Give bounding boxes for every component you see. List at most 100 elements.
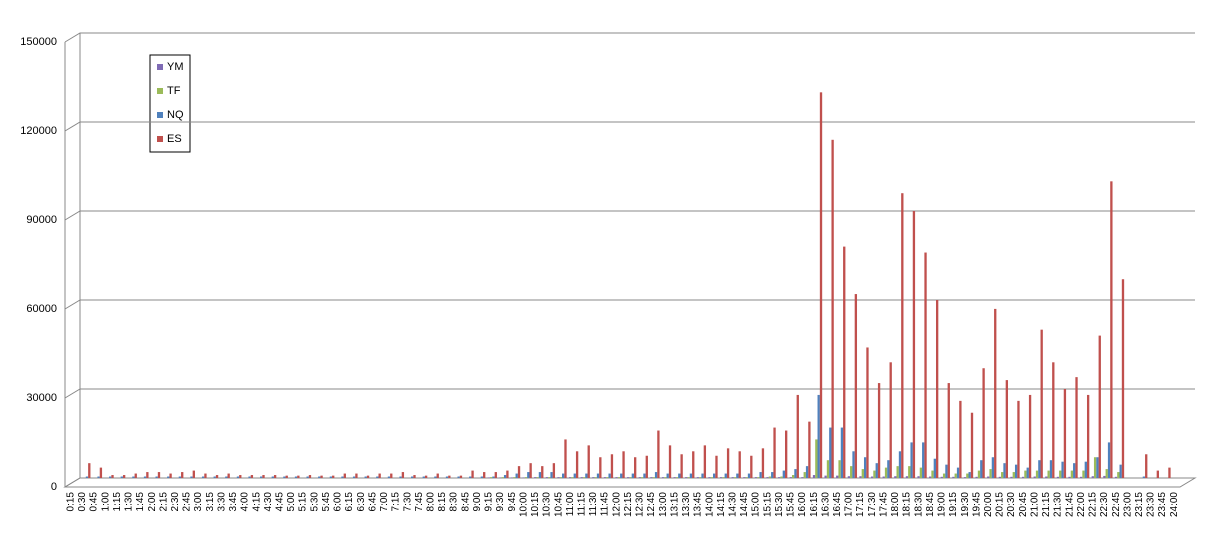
bar (341, 476, 344, 478)
x-tick-label: 22:15 (1088, 492, 1099, 517)
bar (875, 463, 878, 478)
x-tick-label: 19:00 (937, 492, 948, 517)
bar (510, 477, 514, 478)
bar (638, 477, 641, 478)
bar (534, 477, 537, 478)
bar (1001, 472, 1004, 478)
bar (499, 477, 502, 478)
x-tick-label: 20:00 (983, 492, 994, 517)
bar (945, 464, 948, 478)
x-tick-label: 9:30 (495, 492, 506, 512)
x-tick-label: 14:15 (716, 492, 727, 517)
bar (905, 476, 909, 478)
bar (494, 472, 497, 478)
bar (815, 439, 818, 478)
bar (1075, 377, 1078, 478)
bar (708, 477, 711, 478)
x-tick-label: 7:45 (414, 492, 425, 512)
bar (1005, 380, 1009, 478)
x-tick-label: 5:45 (321, 492, 332, 512)
bar (933, 458, 936, 478)
x-tick-label: 15:45 (786, 492, 797, 517)
bar (678, 473, 681, 478)
bar (908, 466, 911, 478)
bar (378, 473, 381, 478)
bar (548, 477, 551, 478)
x-tick-label: 4:00 (240, 492, 251, 512)
bar (998, 476, 1002, 478)
bar (657, 430, 660, 478)
x-tick-label: 10:00 (518, 492, 529, 517)
bar (1091, 476, 1094, 478)
bar (692, 451, 695, 478)
x-tick-label: 12:15 (623, 492, 634, 517)
x-tick-label: 16:30 (820, 492, 831, 517)
bar (710, 477, 713, 478)
bar (582, 477, 586, 478)
grid-line (64, 210, 1195, 221)
bar (768, 476, 772, 478)
bar (1026, 467, 1029, 478)
bar (1086, 394, 1090, 478)
bar (620, 473, 623, 478)
bar (536, 477, 539, 478)
x-tick-label: 1:15 (112, 492, 123, 512)
bar (489, 477, 493, 478)
bar (935, 300, 939, 478)
bar (480, 476, 484, 478)
x-tick-label: 11:15 (576, 492, 587, 517)
bar (870, 476, 874, 478)
bar (527, 472, 530, 478)
bar (664, 477, 667, 478)
bar (726, 448, 730, 478)
bar (931, 470, 934, 478)
bar (204, 473, 207, 478)
bar (550, 472, 553, 478)
x-tick-label: 17:15 (855, 492, 866, 517)
bar (940, 476, 943, 478)
bar (689, 473, 693, 478)
bar (980, 460, 983, 478)
x-tick-label: 3:15 (205, 492, 216, 512)
bar (661, 477, 665, 478)
bar (654, 472, 658, 478)
x-tick-label: 1:00 (100, 492, 111, 512)
x-tick-label: 3:30 (216, 492, 227, 512)
bar (376, 476, 379, 478)
bar (627, 477, 630, 478)
bar (882, 476, 885, 478)
bar (181, 472, 184, 478)
bar (622, 451, 625, 478)
bar (963, 477, 967, 478)
bar (838, 460, 841, 478)
legend: YM TF NQ ES (149, 54, 191, 153)
bar (355, 473, 358, 478)
x-tick-label: 6:15 (344, 492, 355, 512)
bar (847, 476, 851, 478)
bar (861, 469, 864, 478)
x-tick-label: 13:45 (693, 492, 704, 517)
bar (1017, 400, 1020, 478)
x-tick-label: 18:00 (890, 492, 901, 517)
x-tick-label: 22:45 (1111, 492, 1122, 517)
bar (615, 477, 618, 478)
y-tick-label: 90000 (26, 214, 57, 226)
bar (390, 473, 393, 478)
bar (250, 475, 254, 478)
bar (652, 477, 655, 478)
bar (743, 477, 746, 478)
bar (483, 472, 486, 478)
bar (283, 476, 286, 478)
bar (975, 476, 978, 478)
bar (1096, 457, 1099, 478)
bar (843, 246, 846, 478)
bar (459, 475, 463, 478)
bar (942, 473, 946, 478)
x-tick-label: 3:00 (193, 492, 204, 512)
bar (640, 477, 644, 478)
bar (146, 472, 149, 478)
bar (271, 476, 274, 478)
bar (803, 472, 806, 478)
x-tick-label: 21:15 (1041, 492, 1052, 517)
bar (434, 476, 437, 478)
